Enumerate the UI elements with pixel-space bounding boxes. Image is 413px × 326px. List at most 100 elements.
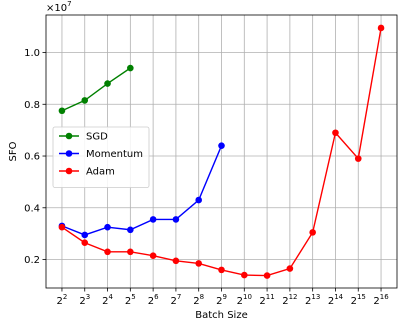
y-axis-label: SFO: [8, 141, 19, 161]
data-point-momentum: [149, 216, 157, 223]
data-point-adam: [377, 24, 385, 32]
data-point-momentum: [127, 226, 134, 234]
data-point-adam: [354, 155, 362, 162]
x-tick-base: 2: [259, 296, 265, 307]
legend-entry-momentum: Momentum: [59, 149, 143, 160]
data-point-adam: [309, 229, 316, 236]
y-tick-label: 0.6: [24, 152, 40, 163]
legend-label: SGD: [86, 132, 108, 143]
data-point-adam: [127, 248, 134, 256]
legend-label: Adam: [86, 167, 115, 178]
data-point-adam: [332, 129, 339, 137]
x-tick-base: 2: [282, 296, 288, 307]
x-tick-exponent: 9: [222, 293, 226, 301]
series-line-momentum: [61, 145, 223, 236]
ticks-layer: [42, 52, 382, 292]
x-tick-base: 2: [237, 296, 243, 307]
x-tick-base: 2: [193, 296, 199, 307]
grid-layer: [46, 15, 397, 288]
x-tick-label: 25: [125, 293, 136, 307]
data-point-sgd: [58, 107, 66, 115]
data-point-adam: [286, 265, 294, 272]
x-tick-base: 2: [148, 296, 154, 307]
data-point-sgd: [127, 64, 134, 72]
y-tick-labels: 0.2 0.4 0.6 0.8 1.0: [24, 48, 40, 266]
x-tick-label: 28: [193, 293, 204, 307]
x-tick-exponent: 5: [131, 293, 135, 301]
x-tick-exponent: 11: [266, 293, 275, 301]
series-sgd: [58, 64, 134, 115]
x-tick-label: 216: [373, 293, 389, 307]
x-tick-exponent: 15: [357, 293, 366, 301]
data-point-adam: [104, 248, 111, 256]
x-axis-label: Batch Size: [195, 310, 247, 321]
y-tick-label: 1.0: [24, 48, 40, 59]
x-tick-exponent: 13: [311, 293, 320, 301]
x-tick-exponent: 7: [177, 293, 181, 301]
x-tick-base: 2: [373, 296, 379, 307]
x-tick-exponent: 14: [334, 293, 343, 301]
x-tick-label: 215: [351, 293, 366, 307]
y-tick-label: 0.2: [24, 255, 40, 266]
legend-swatch-marker: [65, 132, 73, 140]
x-tick-exponent: 16: [380, 293, 389, 301]
x-tick-exponent: 4: [108, 293, 113, 301]
data-point-adam: [81, 239, 89, 247]
x-tick-label: 22: [57, 293, 68, 307]
x-tick-labels: 22 23 24 25 26 27 28 29 210 211 212 213 214 215 216: [57, 293, 390, 307]
legend-swatch-marker: [65, 167, 73, 175]
y-tick-label: 0.8: [24, 100, 40, 111]
legend-entry-adam: Adam: [59, 167, 115, 178]
x-tick-label: 23: [79, 293, 90, 307]
x-tick-base: 2: [328, 296, 334, 307]
legend-box: [52, 126, 150, 188]
x-tick-exponent: 3: [86, 293, 90, 301]
legend-label: Momentum: [86, 149, 143, 160]
data-point-momentum: [218, 142, 225, 149]
x-tick-base: 2: [57, 296, 63, 307]
x-tick-base: 2: [351, 296, 357, 307]
data-point-adam: [195, 260, 203, 267]
x-tick-base: 2: [79, 296, 85, 307]
x-tick-base: 2: [216, 296, 222, 307]
x-tick-label: 213: [305, 293, 320, 307]
x-tick-exponent: 10: [243, 293, 252, 301]
x-tick-label: 29: [216, 293, 227, 307]
data-point-momentum: [195, 196, 203, 204]
y-multiplier-exponent: 7: [67, 0, 71, 8]
x-tick-label: 211: [259, 293, 274, 307]
data-point-sgd: [104, 80, 111, 87]
data-point-momentum: [104, 223, 111, 231]
y-tick-label: 0.4: [24, 203, 40, 214]
x-tick-base: 2: [170, 296, 176, 307]
x-tick-label: 26: [148, 293, 159, 307]
data-point-adam: [263, 272, 271, 279]
x-tick-exponent: 2: [63, 293, 67, 301]
data-point-sgd: [81, 97, 89, 104]
x-tick-base: 2: [102, 296, 108, 307]
data-point-adam: [240, 271, 248, 279]
legend: SGD Momentum Adam: [52, 126, 150, 188]
series-adam: [58, 24, 385, 279]
x-tick-base: 2: [305, 296, 311, 307]
x-tick-exponent: 8: [200, 293, 204, 301]
legend-swatch-marker: [65, 150, 73, 157]
data-point-momentum: [81, 231, 89, 239]
x-tick-label: 27: [170, 293, 181, 307]
data-point-adam: [149, 252, 157, 259]
data-point-adam: [58, 223, 66, 231]
x-tick-exponent: 6: [154, 293, 159, 301]
data-point-adam: [172, 257, 180, 265]
x-tick-label: 212: [282, 293, 297, 307]
x-tick-label: 210: [237, 293, 252, 307]
y-axis-multiplier: ×107: [46, 0, 72, 14]
x-tick-label: 214: [328, 293, 344, 307]
series-layer: [58, 24, 385, 279]
x-tick-label: 24: [102, 293, 113, 307]
series-line-sgd: [61, 67, 131, 112]
y-multiplier-base: ×10: [46, 3, 67, 14]
x-tick-base: 2: [125, 296, 131, 307]
x-tick-exponent: 12: [289, 293, 298, 301]
legend-entry-sgd: SGD: [59, 132, 108, 143]
